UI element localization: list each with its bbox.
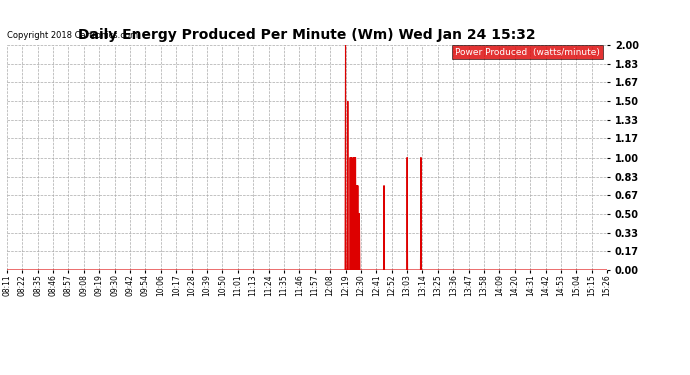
Text: Copyright 2018 Cartronics.com: Copyright 2018 Cartronics.com [7, 32, 138, 40]
Legend: Power Produced  (watts/minute): Power Produced (watts/minute) [453, 45, 602, 59]
Title: Daily Energy Produced Per Minute (Wm) Wed Jan 24 15:32: Daily Energy Produced Per Minute (Wm) We… [78, 28, 536, 42]
